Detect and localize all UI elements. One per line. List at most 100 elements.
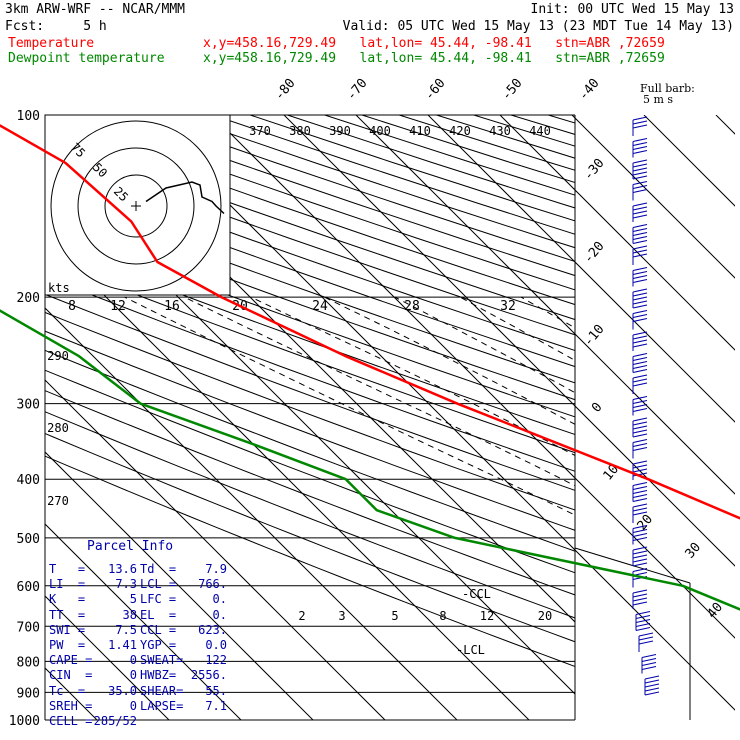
wind-barb-feather (633, 405, 647, 408)
speed-axis-label: 32 (500, 299, 516, 314)
theta-side-label: 270 (47, 494, 69, 508)
wind-barb-feather (633, 203, 647, 206)
wind-barb-feather (633, 225, 647, 228)
isotherm-right (356, 115, 740, 720)
wind-barb-feather (633, 508, 647, 511)
isotherm-label: -50 (499, 76, 526, 104)
theta-label: 390 (329, 124, 351, 138)
wind-barb-feather (633, 602, 647, 605)
speed-axis-label: 16 (164, 299, 180, 314)
wind-barb-feather (633, 268, 647, 271)
pressure-label: 800 (17, 655, 40, 670)
wind-barb-feather (633, 354, 647, 357)
pressure-label: 100 (17, 109, 40, 124)
isotherm (500, 115, 740, 720)
wind-barb-feather (633, 151, 647, 154)
wind-barb-feather (633, 147, 647, 150)
wind-legend-units: 5 m s (643, 93, 673, 106)
wind-barb-feather (633, 594, 647, 597)
moist-adiabat (634, 297, 740, 720)
wind-barb-feather (633, 315, 647, 318)
wind-barb-feather (633, 172, 647, 175)
wind-barb-feather (633, 504, 647, 507)
mixing-ratio-label: 3 (338, 609, 345, 623)
hodograph-box (45, 115, 230, 295)
wind-barb-feather (633, 379, 647, 382)
isotherm (572, 115, 740, 720)
parcel-label: Tc = (49, 684, 85, 698)
wind-barb-feather (633, 293, 647, 296)
wind-barb-feather (633, 272, 647, 275)
wind-barb-feather (633, 319, 647, 322)
wind-barb-feather (633, 487, 647, 490)
parcel-label: CCL = (140, 623, 176, 637)
isotherm-right (284, 115, 740, 720)
isotherm-label: -20 (581, 239, 608, 267)
wind-barb-feather (633, 491, 647, 494)
parcel-value: 0 (130, 668, 137, 682)
wind-barb-feather (633, 233, 647, 236)
parcel-label: T = (49, 562, 85, 576)
isotherm-label: -40 (576, 76, 603, 104)
isotherm-label: -10 (581, 322, 608, 350)
wind-barb-feather (633, 344, 647, 347)
wind-barb-feather (633, 121, 647, 124)
wind-barbs (633, 117, 659, 695)
wind-barb-feather (633, 430, 647, 433)
isotherm-label: 30 (683, 540, 705, 562)
parcel-label: PW = (49, 638, 85, 652)
wind-barb-feather (633, 418, 647, 421)
parcel-label: CELL = (49, 714, 92, 728)
parcel-value: 7.5 (115, 623, 137, 637)
theta-side-label: 280 (47, 421, 69, 435)
wind-barb-feather (633, 563, 647, 566)
moist-adiabat (460, 297, 740, 720)
theta-side-label: 290 (47, 349, 69, 363)
wind-barb-feather (633, 207, 647, 210)
wind-barb-feather (645, 688, 659, 691)
mixing-ratio-label: 12 (480, 609, 494, 623)
theta-label: 370 (249, 124, 271, 138)
wind-barb-feather (633, 461, 647, 464)
isotherm-right (572, 115, 740, 720)
wind-barb-feather (633, 160, 647, 163)
wind-barb-feather (633, 426, 647, 429)
parcel-label: LI = (49, 577, 85, 591)
pressure-label: 900 (17, 686, 40, 701)
wind-barb-feather (636, 628, 650, 631)
parcel-label: SREH = (49, 699, 92, 713)
wind-barb-feather (633, 211, 647, 214)
parcel-value: 0 (130, 653, 137, 667)
wind-barb-feather (633, 559, 647, 562)
wind-barb-feather (633, 164, 647, 167)
wind-barb-feather (633, 375, 647, 378)
parcel-label: CAPE = (49, 653, 92, 667)
wind-barb-feather (636, 620, 650, 623)
isotherm (716, 115, 740, 720)
ccl-label: -CCL (462, 587, 491, 601)
isotherm-right (716, 115, 740, 720)
wind-barb-feather (642, 655, 656, 658)
wind-barb-feather (633, 311, 647, 314)
dry-adiabat (176, 115, 740, 720)
isotherm-label: 0 (589, 400, 606, 416)
wind-barb-feather (633, 117, 647, 120)
parcel-value: 7.1 (205, 699, 227, 713)
wind-barb-feather (645, 692, 659, 695)
pressure-label: 1000 (9, 714, 40, 729)
wind-barb-feather (633, 598, 647, 601)
parcel-value: 2556. (191, 668, 227, 682)
wind-barb-feather (633, 276, 647, 279)
theta-label: 380 (289, 124, 311, 138)
parcel-label: EL = (140, 608, 176, 622)
wind-barb-feather (633, 422, 647, 425)
wind-barb-feather (633, 301, 647, 304)
wind-barb-feather (633, 182, 647, 185)
parcel-label: YGP = (140, 638, 176, 652)
pressure-label: 400 (17, 473, 40, 488)
wind-barb-feather (633, 444, 647, 447)
parcel-info-title: Parcel Info (87, 539, 173, 554)
wind-barb-feather (639, 633, 653, 636)
parcel-value: 7.9 (205, 562, 227, 576)
